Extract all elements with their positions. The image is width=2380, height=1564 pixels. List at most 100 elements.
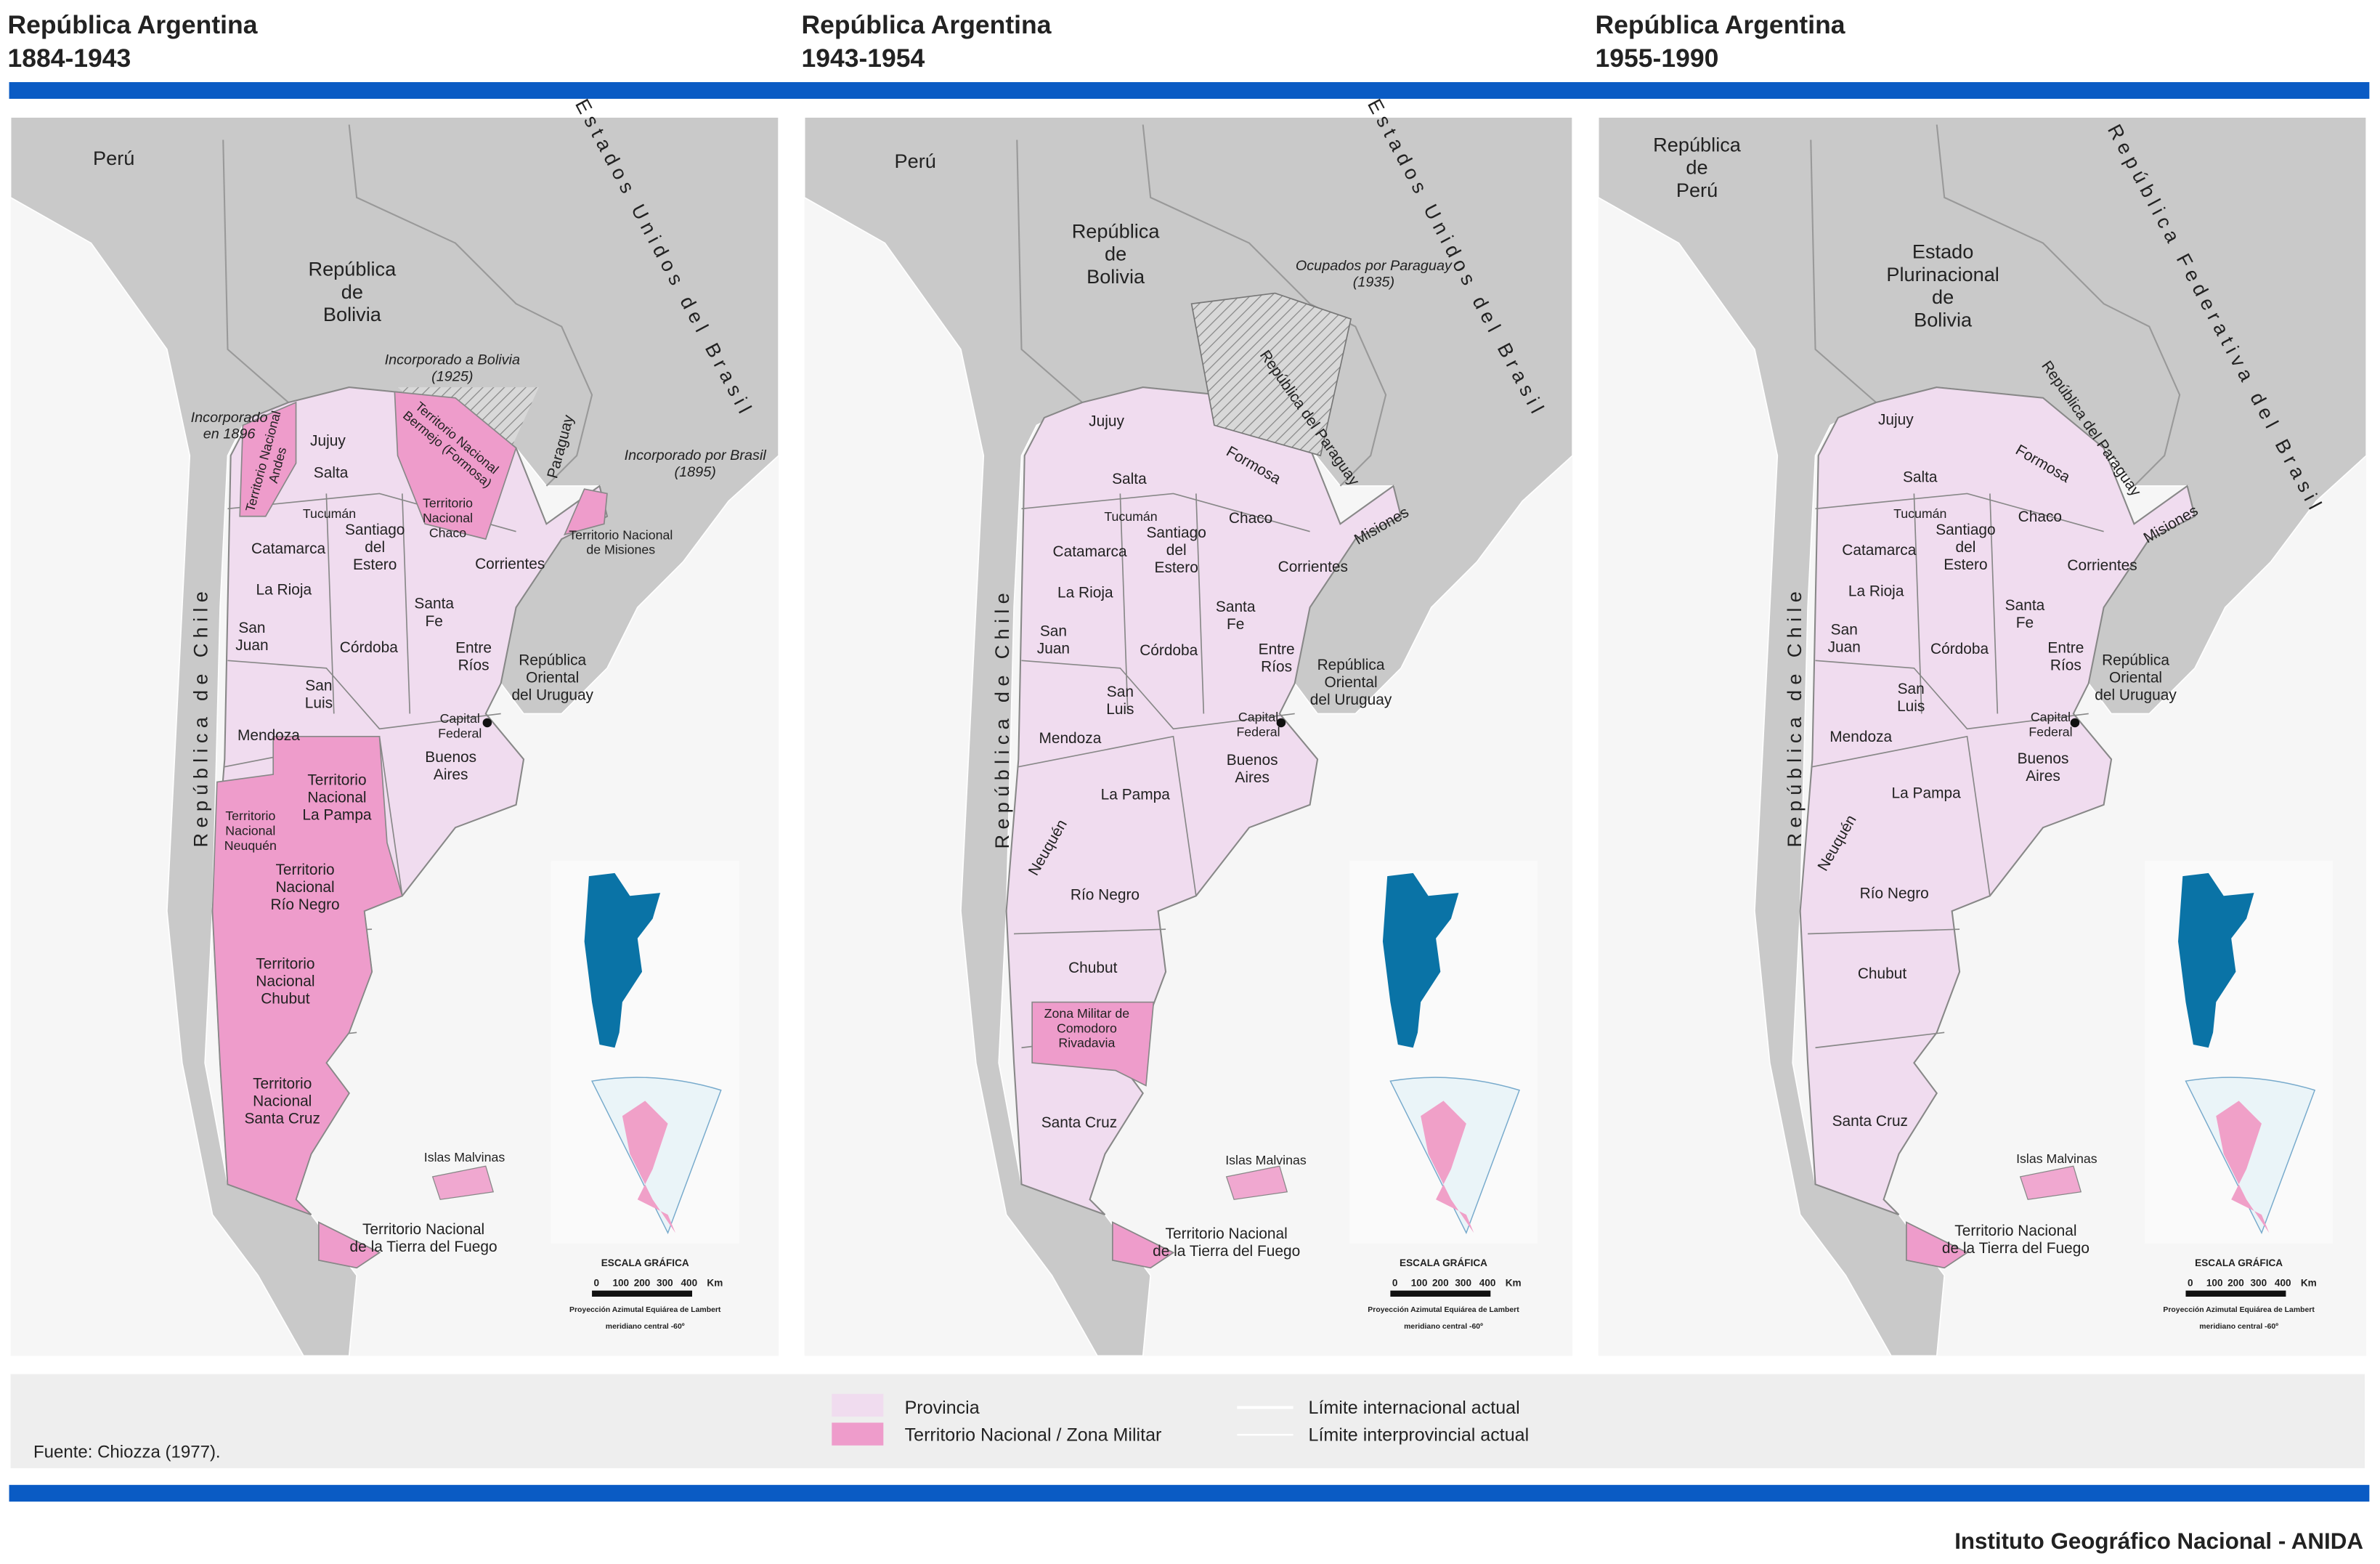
map-label-line: Oriental [526,670,579,686]
scale-tick-label: 300 [2250,1277,2267,1288]
map-label-line: Bolivia [323,303,382,325]
map-label: República de Bolivia [1072,219,1161,287]
map-label-line: Federal [438,726,482,741]
map-label-line: (1935) [1353,275,1394,291]
scale-tick-label: 0 [2188,1277,2193,1288]
map-label-line: Río Negro [1860,885,1929,901]
map-label-line: Jujuy [1089,413,1124,429]
map-label: Tucumán [1893,506,1946,521]
map-label-line: Santiago [345,522,405,538]
map-label-line: Capital [1238,710,1278,724]
scale-tick-label: 0 [594,1277,600,1288]
map-label-line: Salta [314,464,349,481]
scale-tick-label: 200 [634,1277,651,1288]
map-label: Salta [314,464,349,481]
map-label-line: República de Chile [991,588,1013,849]
map-label: Perú [93,147,134,169]
map-label-line: Juan [1037,640,1070,657]
map-label: Perú [895,150,936,172]
map-label: Territorio Nacional Chaco [423,496,473,540]
map-label: Santa Fe [2005,597,2045,631]
map-label-line: Mendoza [1829,729,1892,745]
map-label-line: Territorio [275,862,334,878]
map-label: Territorio Nacional de la Tierra del Fueg… [1942,1223,2089,1257]
map-label-line: Luis [1897,698,1925,715]
map-label: Chaco [1229,510,1272,527]
map-label-line: Santa [2005,597,2045,614]
map-label-line: Entre [2047,639,2084,656]
map-label: Incorporado en 1896 [191,410,268,442]
map-label-line: La Pampa [1892,785,1962,801]
map-label-line: Chubut [1068,960,1118,976]
map-label-line: del Uruguay [2095,687,2177,704]
map-label: Buenos Aires [1227,752,1278,786]
map-label-line: Buenos [2018,750,2069,767]
map-label-line: Ríos [458,657,490,673]
map-label-line: San [1831,621,1858,638]
map-label: Córdoba [1140,642,1198,659]
map-label-line: Salta [1903,469,1938,486]
map-label-line: Buenos [1227,752,1278,769]
scale-tick-label: 100 [612,1277,629,1288]
panel-3-map [1597,116,2368,1357]
map-label: República de Chile [991,588,1013,849]
map-label-line: Entre [455,639,492,656]
meridian-note: meridiano central -60º [606,1323,685,1331]
map-label-line: Jujuy [1878,411,1914,428]
map-label-line: Mendoza [1039,730,1101,747]
map-label: Santiago del Estero [1146,524,1206,576]
map-label: Corrientes [1278,559,1348,575]
map-label: Chaco [2018,508,2062,525]
map-label: La Rioja [1848,583,1904,599]
map-label-line: Bolivia [1914,308,1973,331]
map-label-line: Incorporado por Brasil [625,447,767,463]
map-label-line: Incorporado [191,410,268,426]
map-label-line: del [1166,542,1187,559]
map-label-line: del Uruguay [1310,692,1392,708]
map-label-line: La Rioja [1057,585,1113,601]
map-label-line: Corrientes [475,556,545,572]
map-label-line: Ríos [2050,657,2082,673]
map-label-line: Nacional [423,511,473,525]
panel-title: República Argentina [7,10,257,39]
map-label-line: Rivadavia [1058,1036,1115,1050]
map-label: Territorio Nacional Santa Cruz [245,1076,320,1127]
map-label-line: Catamarca [251,540,325,557]
map-label: Jujuy [1089,413,1124,429]
map-label-line: Santa Cruz [1832,1113,1908,1130]
map-label-line: Luis [305,695,333,712]
map-label-line: Federal [2028,725,2072,740]
map-label: Territorio Nacional Chubut [256,956,314,1008]
map-label-line: Nacional [253,1093,312,1110]
map-label-line: Oriental [2109,670,2162,686]
map-label-line: Entre [1259,641,1295,657]
map-label: Catamarca [1842,542,1916,559]
map-label: La Rioja [256,581,312,598]
map-label-line: Territorio Nacional [1954,1223,2076,1239]
map-label-line: en 1896 [203,426,256,442]
map-label-line: de la Tierra del Fuego [1942,1240,2089,1257]
map-label: República de Bolivia [308,258,397,325]
map-label-line: Territorio [307,772,366,789]
legend-label: Provincia [905,1398,980,1418]
scale-tick-label: 400 [681,1277,697,1288]
map-label-line: San [1107,684,1134,700]
map-label: Santa Cruz [1832,1113,1908,1130]
map-label-line: Catamarca [1842,542,1916,559]
map-label: Tucumán [1104,509,1157,524]
scale-unit: Km [1506,1277,1522,1288]
map-label-line: Zona Militar de [1044,1006,1130,1021]
legend-label: Límite interprovincial actual [1309,1425,1530,1446]
map-label: Chubut [1858,965,1907,982]
map-label: Jujuy [310,433,346,450]
map-label-line: Nacional [225,824,275,838]
panel-years: 1884-1943 [7,44,131,73]
map-label: Territorio Nacional Neuquén [224,809,277,853]
map-label-line: Luis [1106,701,1134,718]
map-label: San Juan [1828,621,1861,655]
map-label-line: de la Tierra del Fuego [1153,1243,1300,1260]
map-label-line: (1925) [431,368,473,384]
panel-1-map [9,116,780,1357]
map-label-line: Nacional [307,790,366,806]
